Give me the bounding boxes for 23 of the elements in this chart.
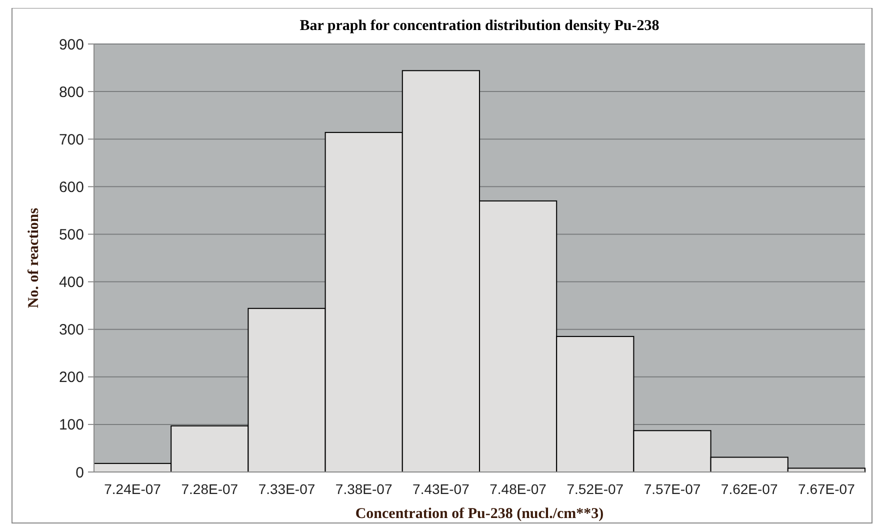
y-tick-label: 500 <box>58 226 84 244</box>
y-tick-label: 200 <box>58 369 84 386</box>
y-tick-label: 900 <box>58 36 84 54</box>
y-tick-label: 300 <box>58 322 84 339</box>
x-tick-label: 7.48E-07 <box>490 481 547 497</box>
x-tick-label: 7.67E-07 <box>798 481 856 497</box>
x-tick-label: 7.38E-07 <box>335 481 392 497</box>
x-axis-title: Concentration of Pu-238 (nucl./cm**3) <box>355 506 604 522</box>
x-tick-label: 7.62E-07 <box>720 481 778 497</box>
chart-title: Bar praph for concentration distribution density Pu-238 <box>300 18 660 34</box>
x-tick-label: 7.57E-07 <box>644 481 701 497</box>
y-tick-label: 800 <box>58 84 84 101</box>
x-tick-label: 7.24E-07 <box>104 481 162 497</box>
y-tick-label: 400 <box>58 274 84 292</box>
y-tick-label: 700 <box>58 131 84 148</box>
y-tick-label: 100 <box>58 416 84 434</box>
x-tick-label: 7.33E-07 <box>258 481 316 497</box>
y-axis-title: No. of reactions <box>26 208 42 308</box>
y-tick-label: 0 <box>76 464 84 482</box>
x-tick-label: 7.28E-07 <box>181 481 238 497</box>
x-tick-label: 7.52E-07 <box>566 481 624 497</box>
x-tick-label: 7.43E-07 <box>412 481 470 497</box>
y-tick-label: 600 <box>58 178 84 196</box>
